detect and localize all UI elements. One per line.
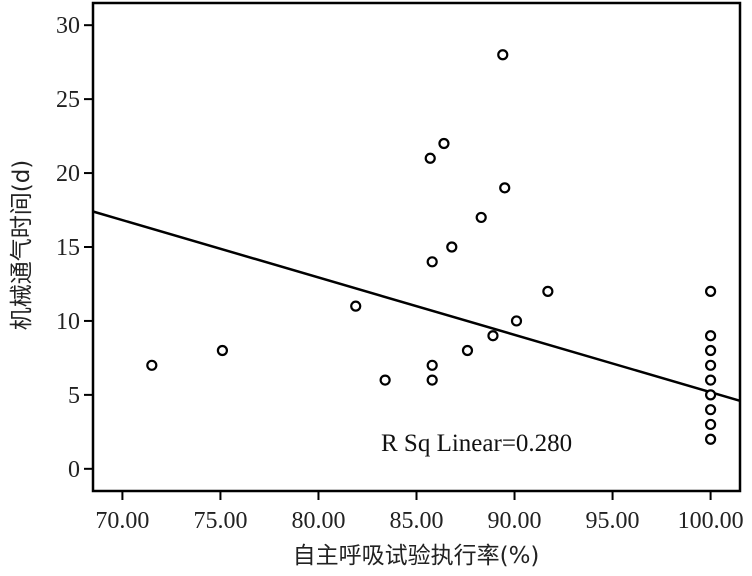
- y-tick-label: 30: [56, 13, 80, 39]
- data-point: [704, 433, 717, 445]
- data-point: [704, 389, 717, 401]
- y-tick-label: 10: [56, 309, 80, 335]
- data-point: [350, 300, 362, 312]
- x-axis-title: 自主呼吸试验执行率(%): [293, 543, 540, 569]
- data-point: [510, 315, 523, 327]
- data-points: [146, 49, 717, 445]
- data-point: [438, 137, 450, 150]
- plot-frame: [91, 1, 742, 493]
- x-tick-label: 90.00: [488, 508, 542, 534]
- data-point: [426, 256, 438, 268]
- data-point: [704, 418, 717, 431]
- y-tick-label: 25: [56, 87, 80, 113]
- x-tick-label: 70.00: [95, 508, 149, 534]
- linear-fit-line: [92, 210, 741, 402]
- fit-line-layer: [92, 210, 741, 402]
- r-squared-annotation: R Sq Linear=0.280: [381, 430, 572, 457]
- data-point: [216, 344, 228, 357]
- y-tick-label: 20: [56, 161, 80, 187]
- x-tick-label: 95.00: [586, 508, 640, 534]
- data-point: [704, 344, 717, 357]
- data-point: [704, 330, 717, 342]
- y-axis-ticks: 0 5 10 15 20 25 30: [56, 13, 93, 483]
- data-point: [487, 330, 499, 342]
- data-point: [499, 182, 511, 194]
- data-point: [146, 359, 158, 371]
- x-tick-label: 85.00: [390, 508, 444, 534]
- data-point: [461, 344, 474, 357]
- data-point: [704, 285, 717, 297]
- data-point: [704, 404, 717, 416]
- y-tick-label: 5: [68, 383, 80, 409]
- data-point: [426, 359, 438, 371]
- y-tick-label: 15: [56, 235, 80, 261]
- x-tick-label: 100.00: [678, 508, 744, 534]
- x-tick-label: 75.00: [193, 508, 247, 534]
- data-point: [426, 374, 438, 386]
- y-tick-label: 0: [68, 457, 80, 483]
- data-point: [424, 152, 436, 164]
- data-point: [704, 359, 717, 371]
- data-point: [704, 374, 717, 386]
- data-point: [542, 285, 554, 297]
- data-point: [475, 211, 487, 224]
- data-point: [446, 241, 458, 253]
- data-point: [497, 49, 509, 61]
- data-point: [379, 374, 391, 386]
- y-axis-title: 机械通气时间(d): [9, 160, 35, 331]
- x-axis-ticks: 70.00 75.00 80.00 85.00 90.00 95.00 100.00: [95, 491, 744, 534]
- x-tick-label: 80.00: [291, 508, 345, 534]
